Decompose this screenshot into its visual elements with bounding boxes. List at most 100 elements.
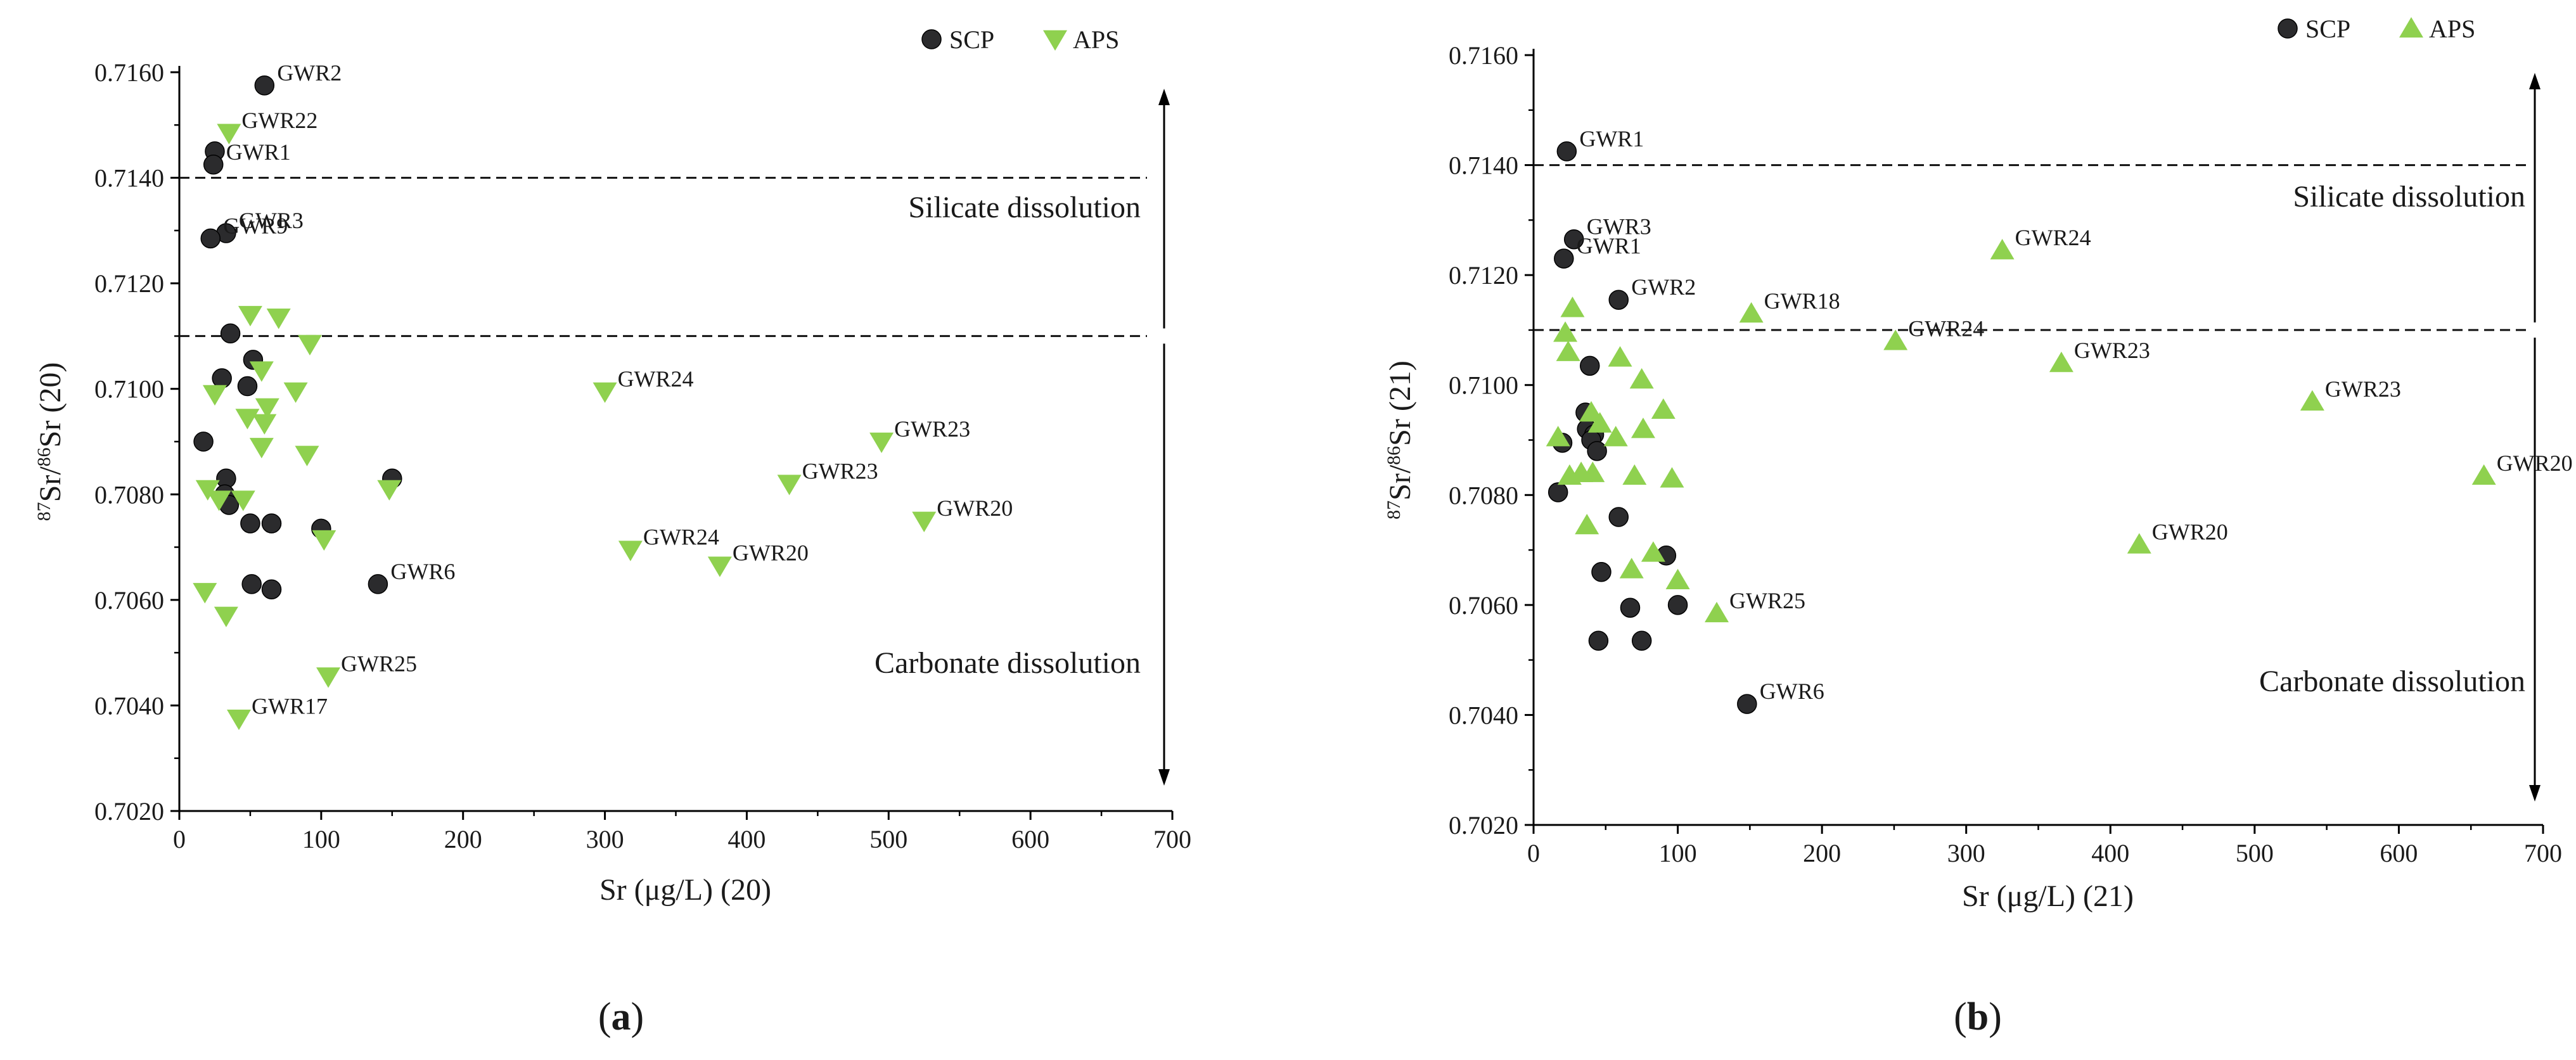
data-point <box>261 513 282 533</box>
panel-label: (a) <box>598 995 644 1038</box>
data-point <box>297 335 322 355</box>
point-label: GWR23 <box>2325 376 2401 402</box>
data-point <box>1591 562 1612 582</box>
point-label: GWR6 <box>1760 679 1824 704</box>
data-point <box>777 475 802 495</box>
data-point <box>1622 464 1647 485</box>
x-tick-label: 100 <box>1659 839 1697 867</box>
data-point <box>1705 601 1729 623</box>
data-point <box>618 540 643 561</box>
x-tick-label: 100 <box>302 825 340 853</box>
data-point <box>2471 464 2496 485</box>
data-point <box>235 409 260 430</box>
y-axis-label: 87Sr/86Sr (21) <box>1383 361 1418 520</box>
point-label: GWR3 <box>239 208 304 233</box>
data-point <box>1641 541 1665 562</box>
data-point <box>1580 461 1605 482</box>
point-label: GWR24 <box>618 366 694 392</box>
point-label: GWR24 <box>1908 316 1984 341</box>
x-tick-label: 300 <box>586 825 624 853</box>
data-point <box>1629 367 1654 389</box>
data-point <box>1546 426 1570 447</box>
point-label: GWR23 <box>802 459 878 484</box>
legend-label-aps: APS <box>2429 15 2475 43</box>
y-axis-label: 87Sr/86Sr (20) <box>34 362 68 521</box>
data-point <box>1608 346 1632 367</box>
data-point <box>368 574 388 594</box>
data-point <box>1587 441 1607 461</box>
data-point <box>2049 351 2073 373</box>
region-label-carbonate: Carbonate dissolution <box>875 646 1141 680</box>
data-point <box>1737 694 1757 714</box>
data-point <box>237 376 258 397</box>
x-tick-label: 500 <box>2236 839 2274 867</box>
panel-label: (b) <box>1954 995 2002 1038</box>
y-tick-label: 0.7100 <box>94 375 164 404</box>
legend-label-aps: APS <box>1073 25 1119 54</box>
arrowhead-down-icon <box>1158 769 1170 786</box>
data-point <box>1563 229 1584 250</box>
point-label: GWR3 <box>1587 214 1651 239</box>
data-point <box>1990 239 2015 260</box>
x-axis-label: Sr (μg/L) (20) <box>599 873 771 907</box>
point-label: GWR9 <box>223 213 288 238</box>
data-point <box>252 414 277 435</box>
point-label: GWR23 <box>2074 338 2150 363</box>
legend-marker-aps <box>1043 30 1067 51</box>
x-tick-label: 600 <box>2380 839 2418 867</box>
data-point <box>283 382 308 403</box>
y-tick-label: 0.7020 <box>1449 811 1518 840</box>
y-tick-label: 0.7040 <box>94 691 164 720</box>
data-point <box>2127 533 2151 554</box>
point-label: GWR20 <box>937 495 1013 521</box>
data-point <box>1608 507 1629 527</box>
x-axis-label: Sr (μg/L) (21) <box>1962 879 2134 913</box>
point-label: GWR22 <box>241 108 317 133</box>
arrowhead-up-icon <box>1158 89 1170 105</box>
data-point <box>1579 401 1604 422</box>
data-point <box>1588 630 1609 651</box>
data-point <box>203 155 224 175</box>
data-point <box>2300 390 2324 411</box>
point-label: GWR25 <box>341 651 417 677</box>
data-point <box>593 382 617 403</box>
data-point <box>1587 412 1612 433</box>
chart-b: 0 100 200 300 400 500 600 700 0.7020 0.7040 0.7060… <box>1383 15 2573 1038</box>
region-label-silicate: Silicate dissolution <box>908 191 1141 224</box>
arrowhead-down-icon <box>2529 785 2541 801</box>
region-label-carbonate: Carbonate dissolution <box>2259 665 2525 698</box>
y-tick-label: 0.7060 <box>94 586 164 615</box>
x-tick-label: 200 <box>444 825 482 853</box>
y-tick-label: 0.7120 <box>1449 261 1518 290</box>
data-point <box>1608 290 1629 310</box>
point-label: GWR23 <box>894 416 970 442</box>
data-point <box>217 124 241 144</box>
chart-a: 0 100 200 300 400 500 600 700 0.7020 0.7040 0.7060… <box>34 25 1192 1038</box>
data-point <box>1660 467 1684 488</box>
data-point <box>249 438 274 459</box>
y-tick-label: 0.7120 <box>94 269 164 298</box>
data-point <box>240 513 260 533</box>
data-point <box>227 710 252 731</box>
region-label-silicate: Silicate dissolution <box>2293 180 2525 214</box>
point-label: GWR25 <box>1729 588 1805 613</box>
data-point <box>1739 302 1764 323</box>
data-point <box>1560 297 1585 317</box>
data-point <box>212 368 232 388</box>
data-point <box>1620 597 1641 618</box>
data-point <box>1575 513 1599 535</box>
point-label: GWR20 <box>2497 450 2573 476</box>
legend-marker-scp <box>921 29 942 49</box>
series-aps: GWR25 GWR18 GWR24 GWR24 GWR23 GWR20 GWR23 GWR20 <box>1546 225 2573 623</box>
legend-marker-aps <box>2399 16 2423 38</box>
point-label: GWR2 <box>277 60 342 86</box>
legend-label-scp: SCP <box>949 25 994 54</box>
y-tick-label: 0.7020 <box>94 797 164 826</box>
point-label: GWR20 <box>733 540 809 566</box>
data-point <box>241 574 262 594</box>
data-point <box>316 667 341 688</box>
data-point <box>1665 568 1690 590</box>
x-tick-label: 700 <box>1153 825 1191 853</box>
y-tick-label: 0.7080 <box>94 480 164 509</box>
point-label: GWR1 <box>226 139 291 165</box>
